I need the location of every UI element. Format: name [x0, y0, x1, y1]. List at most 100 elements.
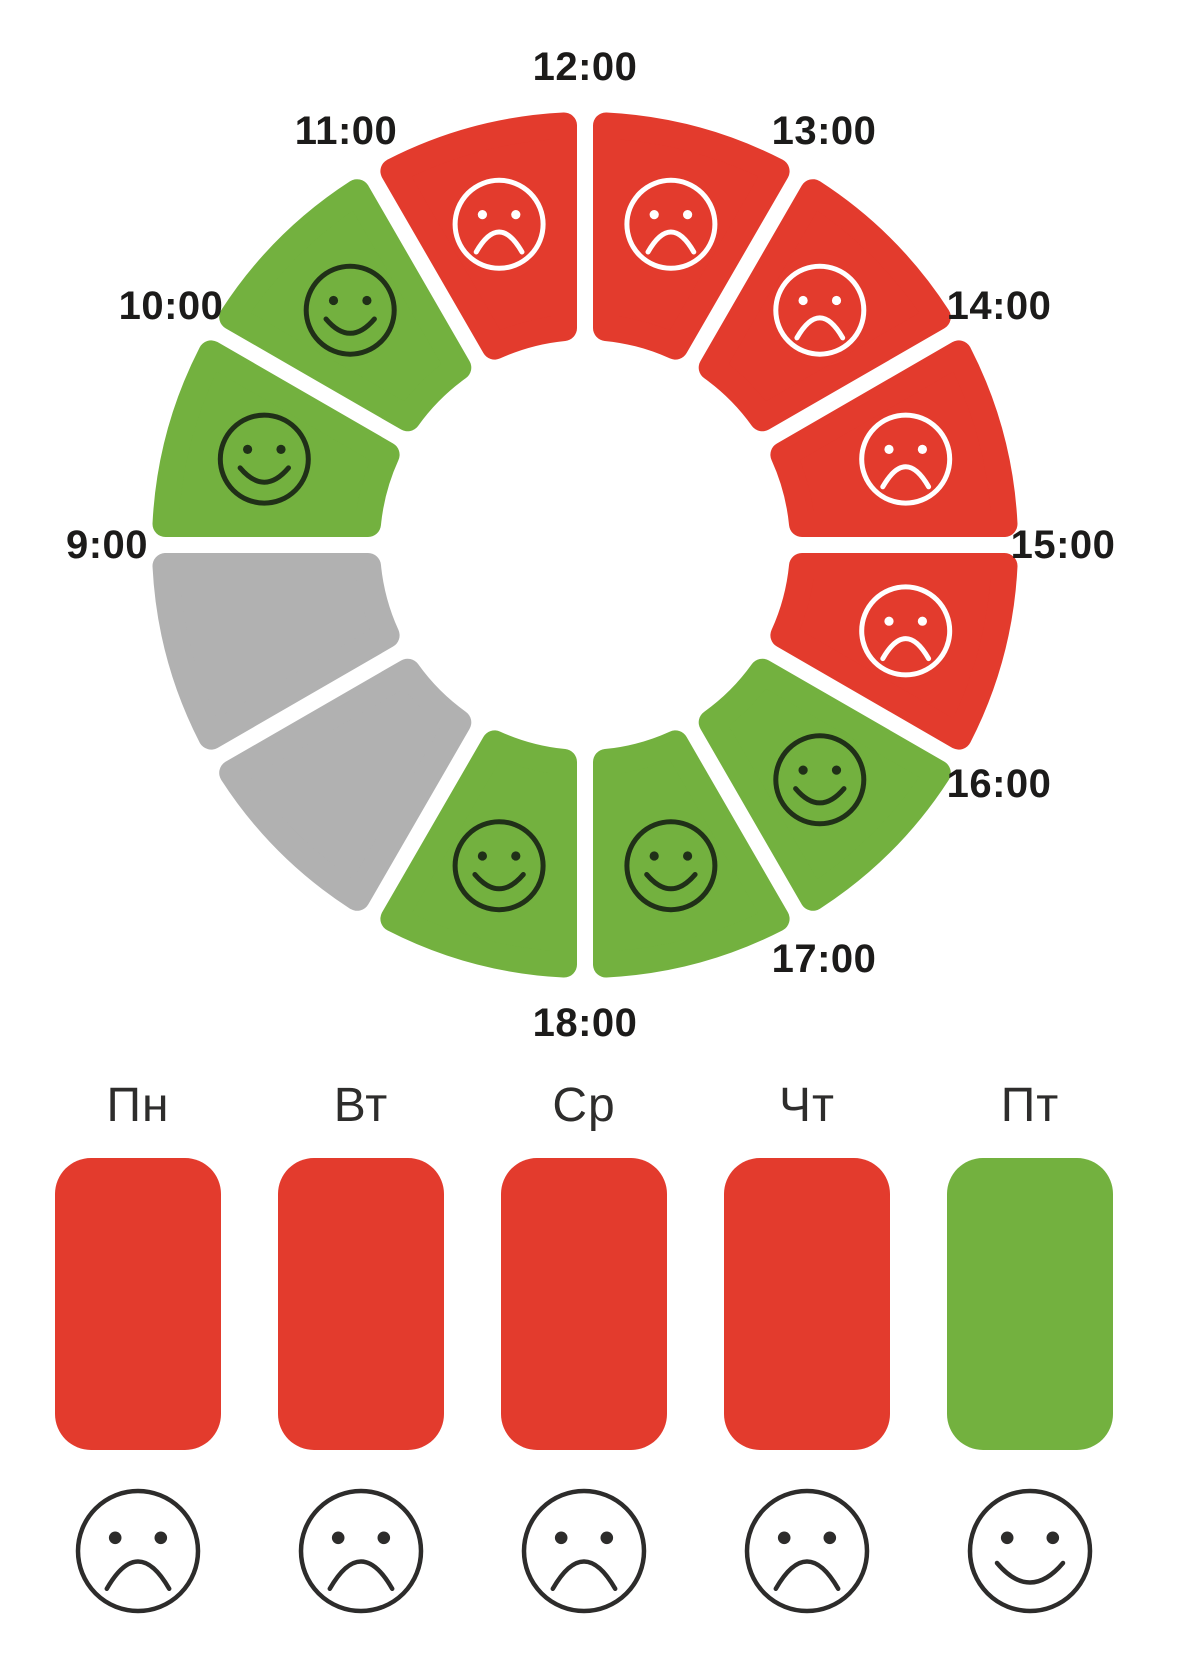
face-eye — [328, 295, 339, 306]
happy-face-icon — [217, 412, 311, 506]
face-eye — [1046, 1531, 1060, 1545]
face-mouth — [550, 1559, 618, 1592]
sad-face-icon — [298, 1488, 424, 1614]
face-eye — [377, 1531, 391, 1545]
happy-face-icon — [303, 263, 397, 357]
face-mouth — [793, 786, 847, 806]
face-mouth — [104, 1559, 172, 1592]
happy-face-icon — [773, 733, 867, 827]
weekday-column: Пн — [53, 1080, 223, 1616]
face-outline — [521, 1488, 647, 1614]
face-eye — [917, 616, 927, 626]
face-eye — [600, 1531, 614, 1545]
face-eye — [649, 851, 659, 861]
face-mouth — [880, 636, 932, 662]
hour-segment-off-hours — [219, 658, 472, 911]
hour-segment-10:00 — [219, 179, 472, 432]
weekday-column: Вт — [276, 1080, 446, 1616]
sad-face-icon — [521, 1488, 647, 1614]
weekday-face — [744, 1488, 870, 1614]
face-eye — [649, 210, 659, 220]
mood-bar — [55, 1158, 221, 1450]
hour-label: 13:00 — [772, 109, 877, 153]
weekday-face — [967, 1488, 1093, 1614]
weekday-face — [298, 1488, 424, 1614]
weekday-label: Пт — [1000, 1079, 1060, 1132]
mood-bar — [947, 1158, 1113, 1450]
weekday-mood-row: Пн Вт Ср Чт Пт — [53, 1080, 1115, 1616]
face-eye — [823, 1531, 837, 1545]
face-mouth — [794, 315, 846, 341]
face-mouth — [323, 316, 377, 336]
happy-face-icon — [452, 819, 546, 913]
face-eye — [917, 444, 927, 454]
mood-bar — [501, 1158, 667, 1450]
face-eye — [1000, 1531, 1014, 1545]
face-mouth — [473, 229, 525, 255]
face-eye — [777, 1531, 791, 1545]
hour-label: 9:00 — [66, 523, 148, 567]
hour-mood-dial: 9:00 10:00 11:00 12:00 13:00 14:00 15:00 16:00 1… — [66, 45, 1116, 1045]
face-eye — [154, 1531, 168, 1545]
face-mouth — [773, 1559, 841, 1592]
face-outline — [452, 177, 546, 271]
sad-face-icon — [859, 584, 953, 678]
face-outline — [452, 819, 546, 913]
face-eye — [242, 444, 253, 454]
sad-face-icon — [624, 177, 718, 271]
face-mouth — [880, 464, 932, 490]
hour-label: 11:00 — [295, 109, 398, 153]
face-outline — [773, 263, 867, 357]
hour-label: 17:00 — [772, 937, 877, 981]
face-eye — [798, 765, 808, 775]
hour-segment-9:00 — [152, 340, 400, 537]
face-eye — [554, 1531, 568, 1545]
face-mouth — [472, 872, 526, 892]
hour-label: 18:00 — [533, 1001, 638, 1045]
hour-label: 16:00 — [947, 762, 1052, 806]
face-outline — [624, 819, 718, 913]
sad-face-icon — [859, 412, 953, 506]
face-eye — [798, 295, 808, 306]
sad-face-icon — [773, 263, 867, 357]
weekday-column: Ср — [499, 1080, 669, 1616]
hour-segment-14:00 — [770, 340, 1018, 537]
face-eye — [477, 210, 487, 220]
face-mouth — [645, 229, 697, 255]
face-mouth — [237, 465, 291, 485]
face-eye — [511, 851, 521, 861]
face-eye — [884, 444, 894, 454]
face-outline — [744, 1488, 870, 1614]
face-outline — [859, 584, 953, 678]
sad-face-icon — [744, 1488, 870, 1614]
hour-label: 15:00 — [1011, 523, 1116, 567]
face-mouth — [644, 872, 698, 892]
weekday-column: Пт — [945, 1080, 1115, 1616]
weekday-face — [75, 1488, 201, 1614]
face-outline — [298, 1488, 424, 1614]
hour-segment-off-hours — [152, 553, 400, 750]
face-outline — [967, 1488, 1093, 1614]
face-outline — [303, 263, 397, 357]
hour-segment-15:00 — [770, 553, 1018, 750]
weekday-column: Чт — [722, 1080, 892, 1616]
face-eye — [511, 210, 521, 220]
face-mouth — [327, 1559, 395, 1592]
face-eye — [108, 1531, 122, 1545]
face-outline — [75, 1488, 201, 1614]
weekday-label: Пн — [106, 1079, 170, 1132]
weekday-label: Ср — [552, 1079, 616, 1132]
hour-label: 10:00 — [119, 284, 224, 328]
sad-face-icon — [75, 1488, 201, 1614]
face-outline — [217, 412, 311, 506]
face-outline — [859, 412, 953, 506]
face-eye — [884, 616, 894, 626]
sad-face-icon — [452, 177, 546, 271]
hour-segment-11:00 — [380, 112, 577, 360]
mood-bar — [724, 1158, 890, 1450]
face-eye — [831, 295, 842, 306]
face-mouth — [994, 1560, 1066, 1585]
face-eye — [331, 1531, 345, 1545]
face-eye — [276, 444, 286, 454]
